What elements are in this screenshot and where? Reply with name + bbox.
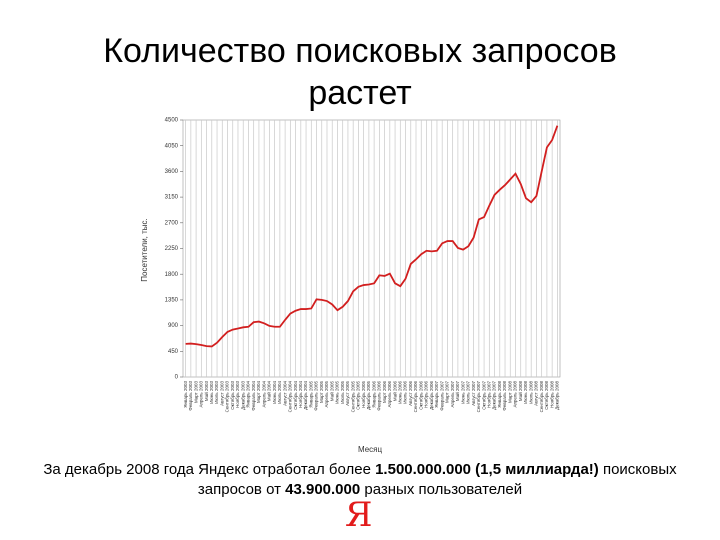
x-tick-label: Июнь 2004 [272,381,277,404]
x-tick-label: Январь 2006 [371,381,376,408]
x-tick-label: Август 2004 [282,381,287,406]
x-tick-label: Август 2008 [534,381,539,406]
x-tick-label: Декабрь 2007 [492,381,497,410]
x-tick-label: Июль 2006 [403,381,408,404]
x-tick-label: Октябрь 2005 [356,381,361,410]
x-tick-label: Июль 2004 [277,381,282,404]
caption-run: 43.900.000 [285,481,361,498]
x-tick-label: Май 2006 [391,381,397,402]
x-tick-label: Ноябрь 2007 [487,381,492,408]
x-tick-label: Октябрь 2004 [293,381,298,410]
x-tick-label: Сентябрь 2007 [476,381,481,413]
x-tick-label: Декабрь 2005 [366,381,371,410]
x-tick-label: Март 2006 [382,381,387,404]
x-tick-label: Август 2007 [471,381,476,406]
x-tick-label: Июнь 2006 [397,381,402,404]
x-tick-label: Июль 2005 [340,381,345,404]
x-tick-label: Ноябрь 2008 [549,381,554,408]
x-tick-label: Январь 2007 [434,381,439,408]
caption-run: 1.500.000.000 (1,5 миллиарда!) [375,461,599,478]
chart: Посетители, тыс. Месяц Январь 2003 Феврал… [140,118,561,454]
x-tick-label: Июнь 2008 [523,381,528,404]
x-tick-label: Апрель 2003 [199,381,204,408]
x-tick-label: Май 2005 [328,381,334,402]
x-tick-label: Январь 2003 [183,381,188,408]
x-tick-label: Сентябрь 2005 [350,381,355,413]
plot-area [182,119,561,378]
x-tick-label: Август 2006 [408,381,413,406]
x-tick-label: Апрель 2007 [450,381,455,408]
slide-title: Количество поисковых запросов растет [103,32,617,112]
x-tick-label: Октябрь 2006 [418,381,423,410]
x-tick-label: Март 2008 [507,381,512,404]
x-tick-label: Февраль 2005 [314,381,319,411]
y-tick-label: 1800 [165,272,179,278]
x-tick-label: Март 2005 [319,381,324,404]
x-tick-label: Ноябрь 2004 [298,381,303,408]
x-tick-label: Март 2007 [445,381,450,404]
caption-run: За декабрь 2008 года Яндекс отработал бо… [43,461,376,478]
caption-run: поисковых запросов от [197,461,677,498]
x-tick-label: Апрель 2008 [513,381,518,408]
y-tick-label: 4050 [165,143,179,149]
x-tick-label: Февраль 2007 [439,381,444,411]
x-tick-label: Июль 2008 [528,381,533,404]
x-tick-label: Декабрь 2004 [303,381,308,410]
x-tick-label: Декабрь 2006 [429,381,434,410]
x-tick-label: Май 2007 [454,381,460,402]
y-tick-label: 0 [175,375,179,381]
y-tick-label: 2700 [165,220,179,226]
x-tick-label: Май 2008 [517,381,523,402]
x-tick-label: Февраль 2003 [188,381,193,411]
y-tick-label: 1350 [165,297,179,303]
x-tick-label: Март 2004 [256,381,261,404]
x-tick-label: Июль 2007 [466,381,471,404]
x-tick-label: Сентябрь 2008 [539,381,544,413]
x-tick-label: Декабрь 2003 [240,381,245,410]
x-tick-label: Апрель 2006 [387,381,392,408]
x-tick-label: Сентябрь 2003 [225,381,230,413]
caption-run: разных пользователей [360,481,523,498]
y-tick-label: 900 [168,323,179,329]
x-tick-label: Июль 2003 [214,381,219,404]
x-tick-label: Сентябрь 2006 [413,381,418,413]
x-tick-label: Октябрь 2007 [481,381,486,410]
x-tick-label: Октябрь 2003 [230,381,235,410]
x-tick-label: Февраль 2008 [502,381,507,411]
x-tick-label: Ноябрь 2006 [424,381,429,408]
y-tick-label: 450 [168,349,179,355]
y-tick-label: 3600 [165,169,179,175]
x-tick-label: Ноябрь 2005 [361,381,366,408]
x-tick-label: Сентябрь 2004 [288,381,293,413]
x-tick-label: Август 2005 [345,381,350,406]
x-tick-label: Февраль 2006 [377,381,382,411]
logo: Я [345,495,373,535]
x-tick-label: Ноябрь 2003 [235,381,240,408]
x-tick-label: Февраль 2004 [251,381,256,411]
x-tick-label: Июнь 2007 [460,381,465,404]
x-tick-label: Январь 2008 [497,381,502,408]
x-tick-label: Январь 2005 [308,381,313,408]
x-tick-label: Май 2003 [203,381,209,402]
caption: За декабрь 2008 года Яндекс отработал бо… [30,460,690,500]
x-tick-label: Март 2003 [193,381,198,404]
x-tick-label: Январь 2004 [246,381,251,408]
x-tick-label: Апрель 2004 [261,381,266,408]
x-tick-label: Декабрь 2008 [555,381,560,410]
y-axis-title: Посетители, тыс. [140,218,149,282]
x-tick-label: Октябрь 2008 [544,381,549,410]
x-tick-label: Июнь 2005 [335,381,340,404]
x-axis-title: Месяц [358,445,383,454]
x-tick-label: Июнь 2003 [209,381,214,404]
x-tick-label: Апрель 2005 [324,381,329,408]
y-tick-label: 3150 [165,195,179,201]
y-tick-label: 4500 [165,118,179,124]
data-line [185,125,559,348]
x-tick-label: Август 2003 [219,381,224,406]
y-tick-label: 2250 [165,246,179,252]
x-tick-label: Май 2004 [266,381,272,402]
